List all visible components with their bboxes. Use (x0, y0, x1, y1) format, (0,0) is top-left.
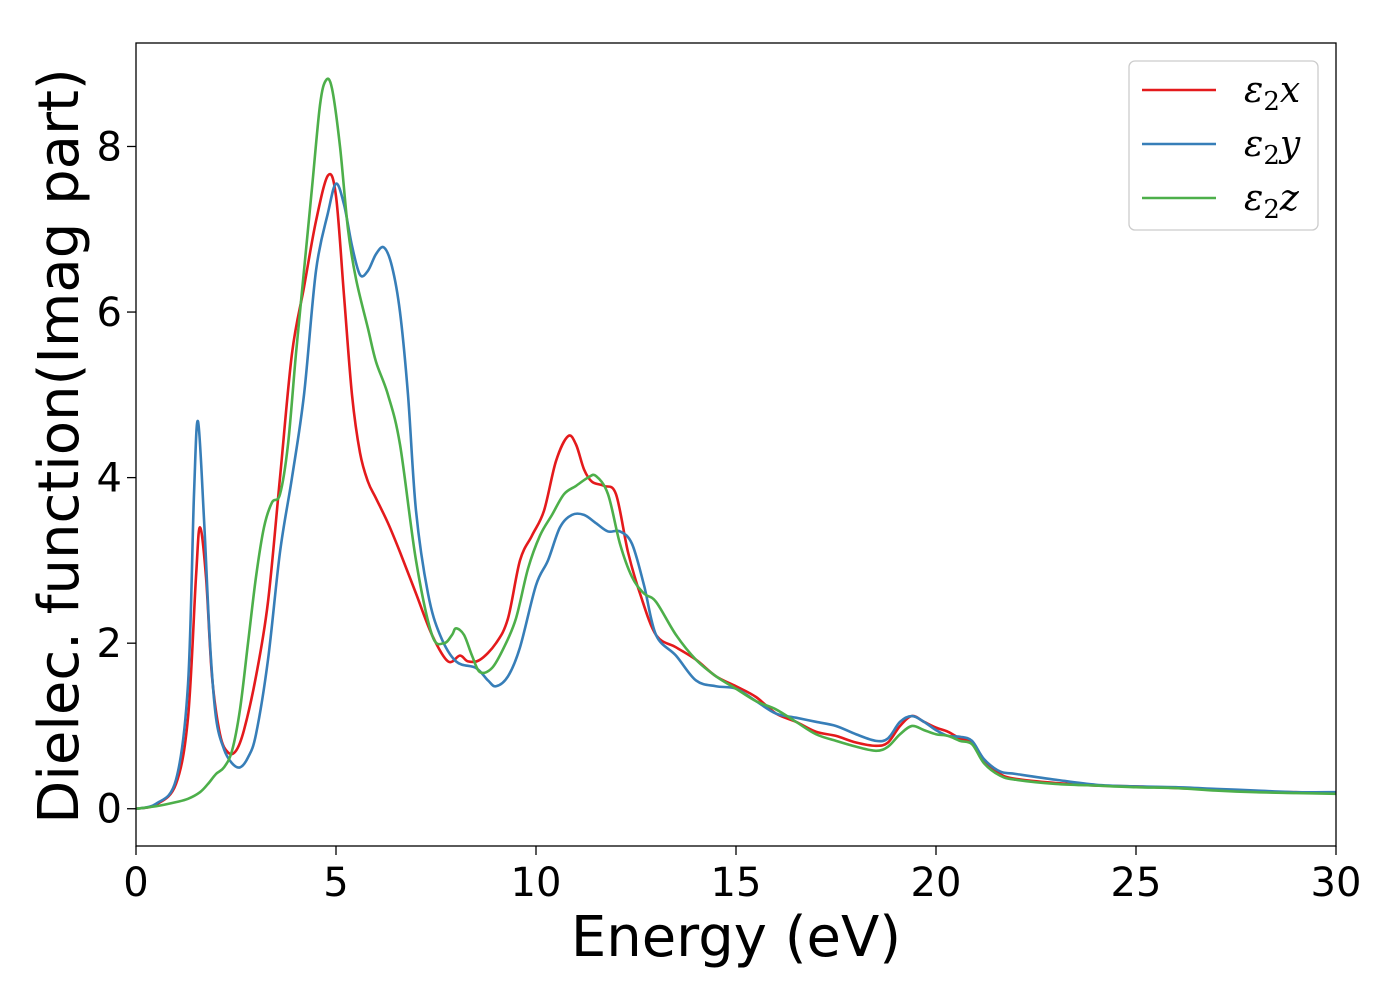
legend-label-z: ε2z (1244, 178, 1300, 225)
series-layer (136, 77, 1336, 811)
x-axis-label: Energy (eV) (571, 905, 901, 970)
y-tick-label: 2 (97, 621, 122, 667)
y-tick-label: 6 (97, 290, 122, 336)
x-tick-label: 10 (511, 860, 562, 906)
x-tick-label: 25 (1111, 860, 1162, 906)
y-axis: 0 2 4 6 8 (97, 124, 136, 833)
x-tick-label: 20 (911, 860, 962, 906)
series-line-y (136, 182, 1336, 811)
x-tick-label: 5 (323, 860, 348, 906)
x-tick-label: 15 (711, 860, 762, 906)
y-axis-label: Dielec. function(Imag part) (27, 68, 92, 824)
x-tick-label: 0 (123, 860, 148, 906)
series-line-x (136, 172, 1336, 811)
y-tick-label: 4 (97, 456, 122, 502)
y-tick-label: 0 (97, 787, 122, 833)
x-axis: 0 5 10 15 20 25 30 (123, 846, 1361, 906)
legend-label-y: ε2y (1244, 124, 1301, 171)
series-line-z (136, 77, 1336, 811)
legend: ε2x ε2y ε2z (1128, 60, 1319, 231)
y-tick-label: 8 (97, 124, 122, 170)
legend-box (1128, 60, 1319, 231)
x-tick-label: 30 (1311, 860, 1362, 906)
legend-label-x: ε2x (1244, 70, 1300, 117)
